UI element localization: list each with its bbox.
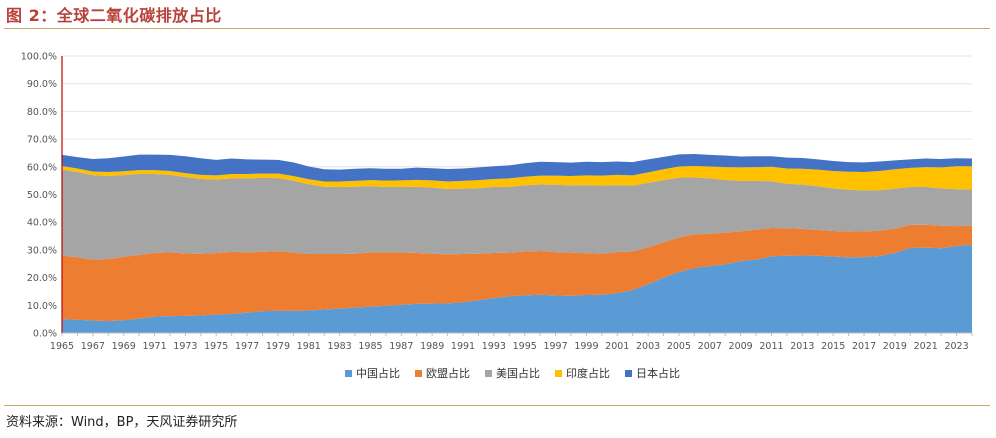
legend-label: 印度占比 [566,366,610,380]
legend-swatch [555,370,562,377]
x-tick-label: 1975 [204,341,228,352]
x-tick-label: 1973 [173,341,197,352]
x-tick-label: 1979 [266,341,290,352]
x-tick-label: 1989 [420,341,444,352]
x-tick-label: 2013 [790,341,814,352]
area-series-1 [62,224,972,322]
x-tick-label: 2015 [821,341,845,352]
x-tick-label: 2023 [944,341,968,352]
y-tick-label: 30.0% [27,245,57,256]
legend-label: 美国占比 [496,366,540,380]
x-tick-label: 2019 [883,341,907,352]
source-divider [4,405,990,406]
y-tick-label: 40.0% [27,218,57,229]
x-tick-label: 2011 [759,341,783,352]
x-tick-label: 2007 [698,341,722,352]
x-tick-label: 1987 [389,341,413,352]
x-tick-label: 1965 [50,341,74,352]
legend-label: 日本占比 [636,366,680,380]
area-series-3 [62,165,972,191]
x-tick-label: 2017 [852,341,876,352]
area-series-0 [62,244,972,333]
legend-swatch [485,370,492,377]
x-tick-label: 1981 [297,341,321,352]
legend-swatch [415,370,422,377]
legend-swatch [625,370,632,377]
y-tick-label: 50.0% [27,190,57,201]
x-tick-label: 1997 [543,341,567,352]
x-tick-label: 1993 [482,341,506,352]
y-tick-labels: 0.0% 10.0% 20.0% 30.0% 40.0% 50.0% 60.0% 70.0% 8… [21,52,57,340]
legend-label: 欧盟占比 [426,366,470,380]
x-tick-label: 2001 [605,341,629,352]
x-tick-label: 2003 [636,341,660,352]
area-series-layer [62,154,972,333]
x-tick-label: 2009 [729,341,753,352]
x-tick-label: 1969 [112,341,136,352]
area-series-4 [62,154,972,182]
y-tick-label: 60.0% [27,162,57,173]
x-tick-label: 1977 [235,341,259,352]
x-tick-label: 1983 [328,341,352,352]
x-tick-label: 1985 [358,341,382,352]
source-note: 资料来源：Wind，BP，天风证券研究所 [6,415,238,430]
y-tick-label: 100.0% [21,52,57,63]
y-tick-label: 20.0% [27,273,57,284]
x-tick-label: 2005 [667,341,691,352]
y-tick-label: 90.0% [27,79,57,90]
x-tick-label: 1971 [142,341,166,352]
title-divider [4,28,990,29]
x-tick-label: 2021 [914,341,938,352]
x-tick-label: 1999 [574,341,598,352]
area-series-2 [62,169,972,260]
figure-title: 图 2：全球二氧化碳排放占比 [6,6,222,25]
legend-swatch [345,370,352,377]
y-tick-label: 70.0% [27,135,57,146]
y-tick-label: 10.0% [27,301,57,312]
chart-legend: 中国占比 欧盟占比 美国占比 印度占比 日本占比 [345,366,680,380]
y-tick-label: 80.0% [27,107,57,118]
y-tick-label: 0.0% [33,329,57,340]
stacked-area-chart: 0.0% 10.0% 20.0% 30.0% 40.0% 50.0% 60.0% 70.0% 8… [21,52,973,380]
legend-label: 中国占比 [356,366,400,380]
x-tick-label: 1967 [81,341,105,352]
x-tick-label: 1991 [451,341,475,352]
x-tick-label: 1995 [513,341,537,352]
x-tick-labels: 1965 1967 1969 1971 1973 1975 1977 1979 1981 1983… [50,333,973,352]
axes [61,56,972,334]
